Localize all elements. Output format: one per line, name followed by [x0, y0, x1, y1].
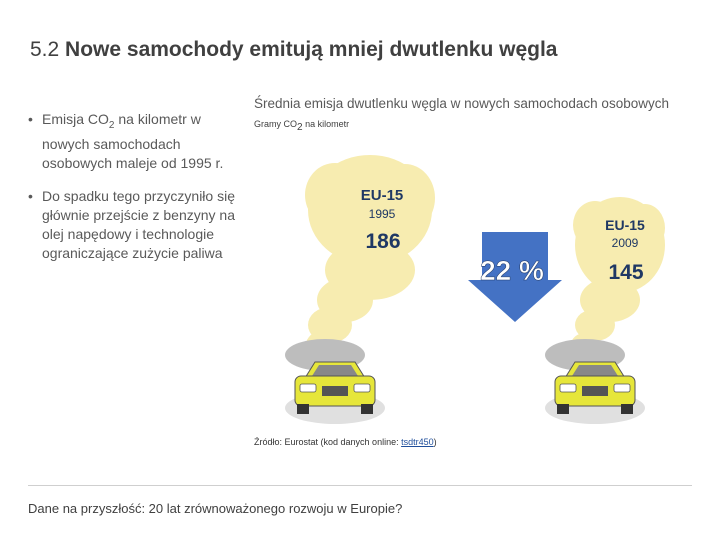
slide-title-text: Nowe samochody emitują mniej dwutlenku w…: [65, 38, 558, 61]
bullet-item-2: • Do spadku tego przyczyniło się głównie…: [28, 187, 238, 263]
bullet-text: Emisja CO: [42, 111, 109, 127]
left-value: 186: [365, 230, 400, 253]
bullet-text-cont: na kilometr w nowych samochodach osobowy…: [42, 111, 224, 171]
right-year: 2009: [612, 236, 639, 250]
bullet-dot: •: [28, 111, 33, 127]
unit-subscript: 2: [297, 121, 303, 133]
source-text: Źródło: Eurostat (kod danych online:: [254, 437, 402, 447]
slide-number: 5.2: [30, 38, 60, 61]
source-note: Źródło: Eurostat (kod danych online: tsd…: [254, 437, 437, 447]
car-left-icon: [294, 361, 376, 414]
chart-title: Średnia emisja dwutlenku węgla w nowych …: [254, 96, 669, 111]
smoke-cloud-left-icon: [305, 155, 435, 359]
bullet-list: • Emisja CO2 na kilometr w nowych samoch…: [28, 110, 238, 277]
reduction-arrow-icon: [468, 232, 562, 322]
footer-divider: [28, 485, 692, 486]
left-region: EU-15: [361, 187, 404, 204]
right-value: 145: [608, 261, 643, 284]
source-text-end: ): [433, 437, 437, 447]
unit-text: Gramy CO: [254, 119, 298, 129]
bullet-item-1: • Emisja CO2 na kilometr w nowych samoch…: [28, 110, 238, 173]
footer-text: Dane na przyszłość: 20 lat zrównoważoneg…: [28, 501, 403, 516]
chart-unit: Gramy CO2 na kilometr: [254, 119, 349, 133]
bullet-text: Do spadku tego przyczyniło się głównie p…: [42, 187, 235, 261]
left-year: 1995: [369, 207, 396, 221]
bullet-dot: •: [28, 187, 33, 204]
unit-text-cont: na kilometr: [302, 119, 350, 129]
slide-title: 5.2 Nowe samochody emitują mniej dwutlen…: [30, 38, 557, 62]
smoke-cloud-right-icon: [571, 197, 665, 357]
right-region: EU-15: [605, 217, 645, 233]
reduction-value: 22 %: [480, 255, 544, 286]
emission-illustration: 22 % EU-15 1995 186 EU-15 2009 145: [285, 155, 665, 424]
bullet-subscript: 2: [108, 119, 115, 131]
car-right-icon: [554, 361, 636, 414]
source-link[interactable]: tsdtr450: [401, 437, 434, 447]
